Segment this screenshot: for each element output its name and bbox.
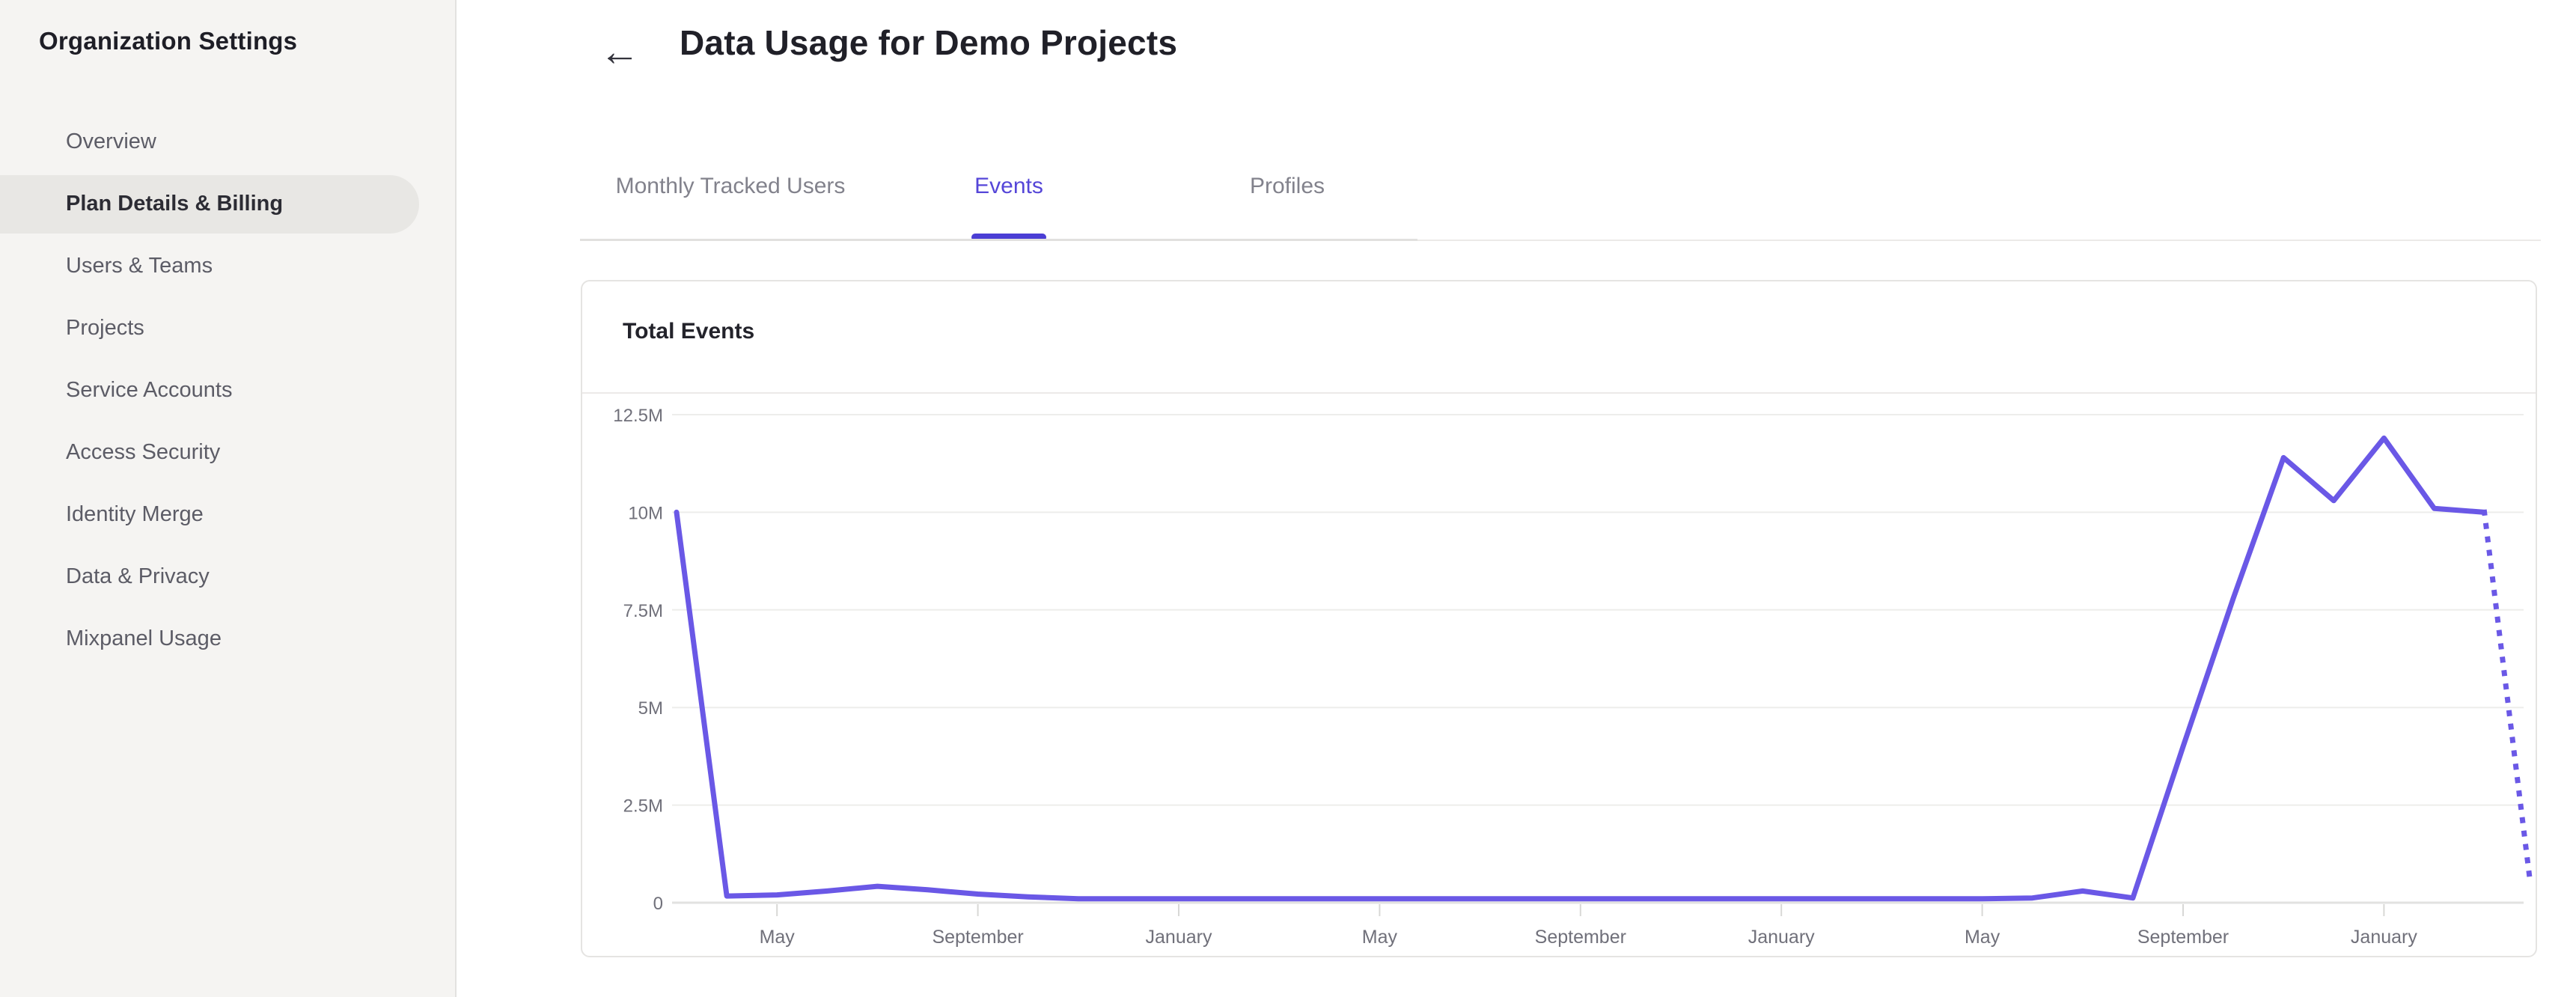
tabs-divider-accent	[580, 239, 1417, 241]
y-tick-label: 7.5M	[623, 601, 663, 621]
sidebar-title: Organization Settings	[39, 27, 298, 55]
sidebar-item-label: Service Accounts	[66, 378, 233, 402]
sidebar-item-label: Data & Privacy	[66, 564, 210, 588]
sidebar-item-identity-merge[interactable]: Identity Merge	[0, 484, 457, 546]
sidebar-item-label: Projects	[66, 316, 144, 340]
sidebar-item-label: Overview	[66, 129, 156, 153]
tab-monthly-tracked-users[interactable]: Monthly Tracked Users	[591, 132, 870, 241]
x-tick-label: May	[1362, 927, 1398, 948]
tab-label: Events	[974, 174, 1043, 198]
sidebar-item-label: Access Security	[66, 440, 221, 464]
sidebar: Organization Settings Overview Plan Detai…	[0, 0, 457, 997]
sidebar-item-label: Mixpanel Usage	[66, 626, 222, 650]
back-arrow-icon: ←	[599, 29, 640, 74]
sidebar-item-access-security[interactable]: Access Security	[0, 421, 457, 484]
sidebar-item-service-accounts[interactable]: Service Accounts	[0, 359, 457, 421]
x-tick-label: January	[2351, 927, 2417, 948]
sidebar-nav: Overview Plan Details & Billing Users & Te…	[0, 111, 457, 670]
events-line-projected	[2481, 509, 2533, 880]
x-tick-label: May	[760, 927, 796, 948]
chart-title: Total Events	[623, 319, 755, 344]
tab-label: Monthly Tracked Users	[615, 174, 846, 198]
sidebar-item-mixpanel-usage[interactable]: Mixpanel Usage	[0, 608, 457, 670]
y-tick-label: 10M	[628, 503, 663, 523]
total-events-card: Total Events 0 2.5M 5M 7.5M 10M 12.5M May Septe…	[581, 280, 2537, 957]
tab-events[interactable]: Events	[870, 132, 1148, 241]
sidebar-item-plan-details-billing[interactable]: Plan Details & Billing	[0, 173, 457, 235]
x-tick-label: September	[2137, 927, 2229, 948]
back-button[interactable]: ←	[593, 25, 646, 78]
sidebar-item-overview[interactable]: Overview	[0, 111, 457, 173]
tabs-divider	[580, 240, 2541, 241]
sidebar-item-label: Plan Details & Billing	[66, 192, 284, 216]
x-tick-label: May	[1965, 927, 2000, 948]
sidebar-item-label: Identity Merge	[66, 502, 204, 526]
sidebar-item-data-privacy[interactable]: Data & Privacy	[0, 546, 457, 608]
x-tick-label: January	[1748, 927, 1815, 948]
events-line-chart: 0 2.5M 5M 7.5M 10M 12.5M May September January Ma…	[613, 406, 2533, 948]
y-tick-label: 0	[653, 894, 663, 914]
tab-label: Profiles	[1249, 174, 1325, 198]
y-tick-label: 5M	[638, 698, 663, 719]
tab-profiles[interactable]: Profiles	[1148, 132, 1426, 241]
active-item-pill	[0, 175, 419, 234]
page-title: Data Usage for Demo Projects	[680, 23, 1178, 62]
tab-bar: Monthly Tracked Users Events Profiles	[591, 132, 1426, 241]
x-tick-label: September	[1535, 927, 1626, 948]
active-tab-underline	[971, 234, 1046, 241]
y-tick-label: 12.5M	[613, 406, 663, 426]
events-line	[674, 435, 2488, 902]
card-divider	[582, 392, 2536, 394]
x-tick-label: January	[1146, 927, 1212, 948]
sidebar-item-projects[interactable]: Projects	[0, 297, 457, 359]
y-tick-label: 2.5M	[623, 796, 663, 817]
x-tick-label: September	[932, 927, 1023, 948]
sidebar-item-users-teams[interactable]: Users & Teams	[0, 235, 457, 297]
sidebar-item-label: Users & Teams	[66, 254, 213, 278]
